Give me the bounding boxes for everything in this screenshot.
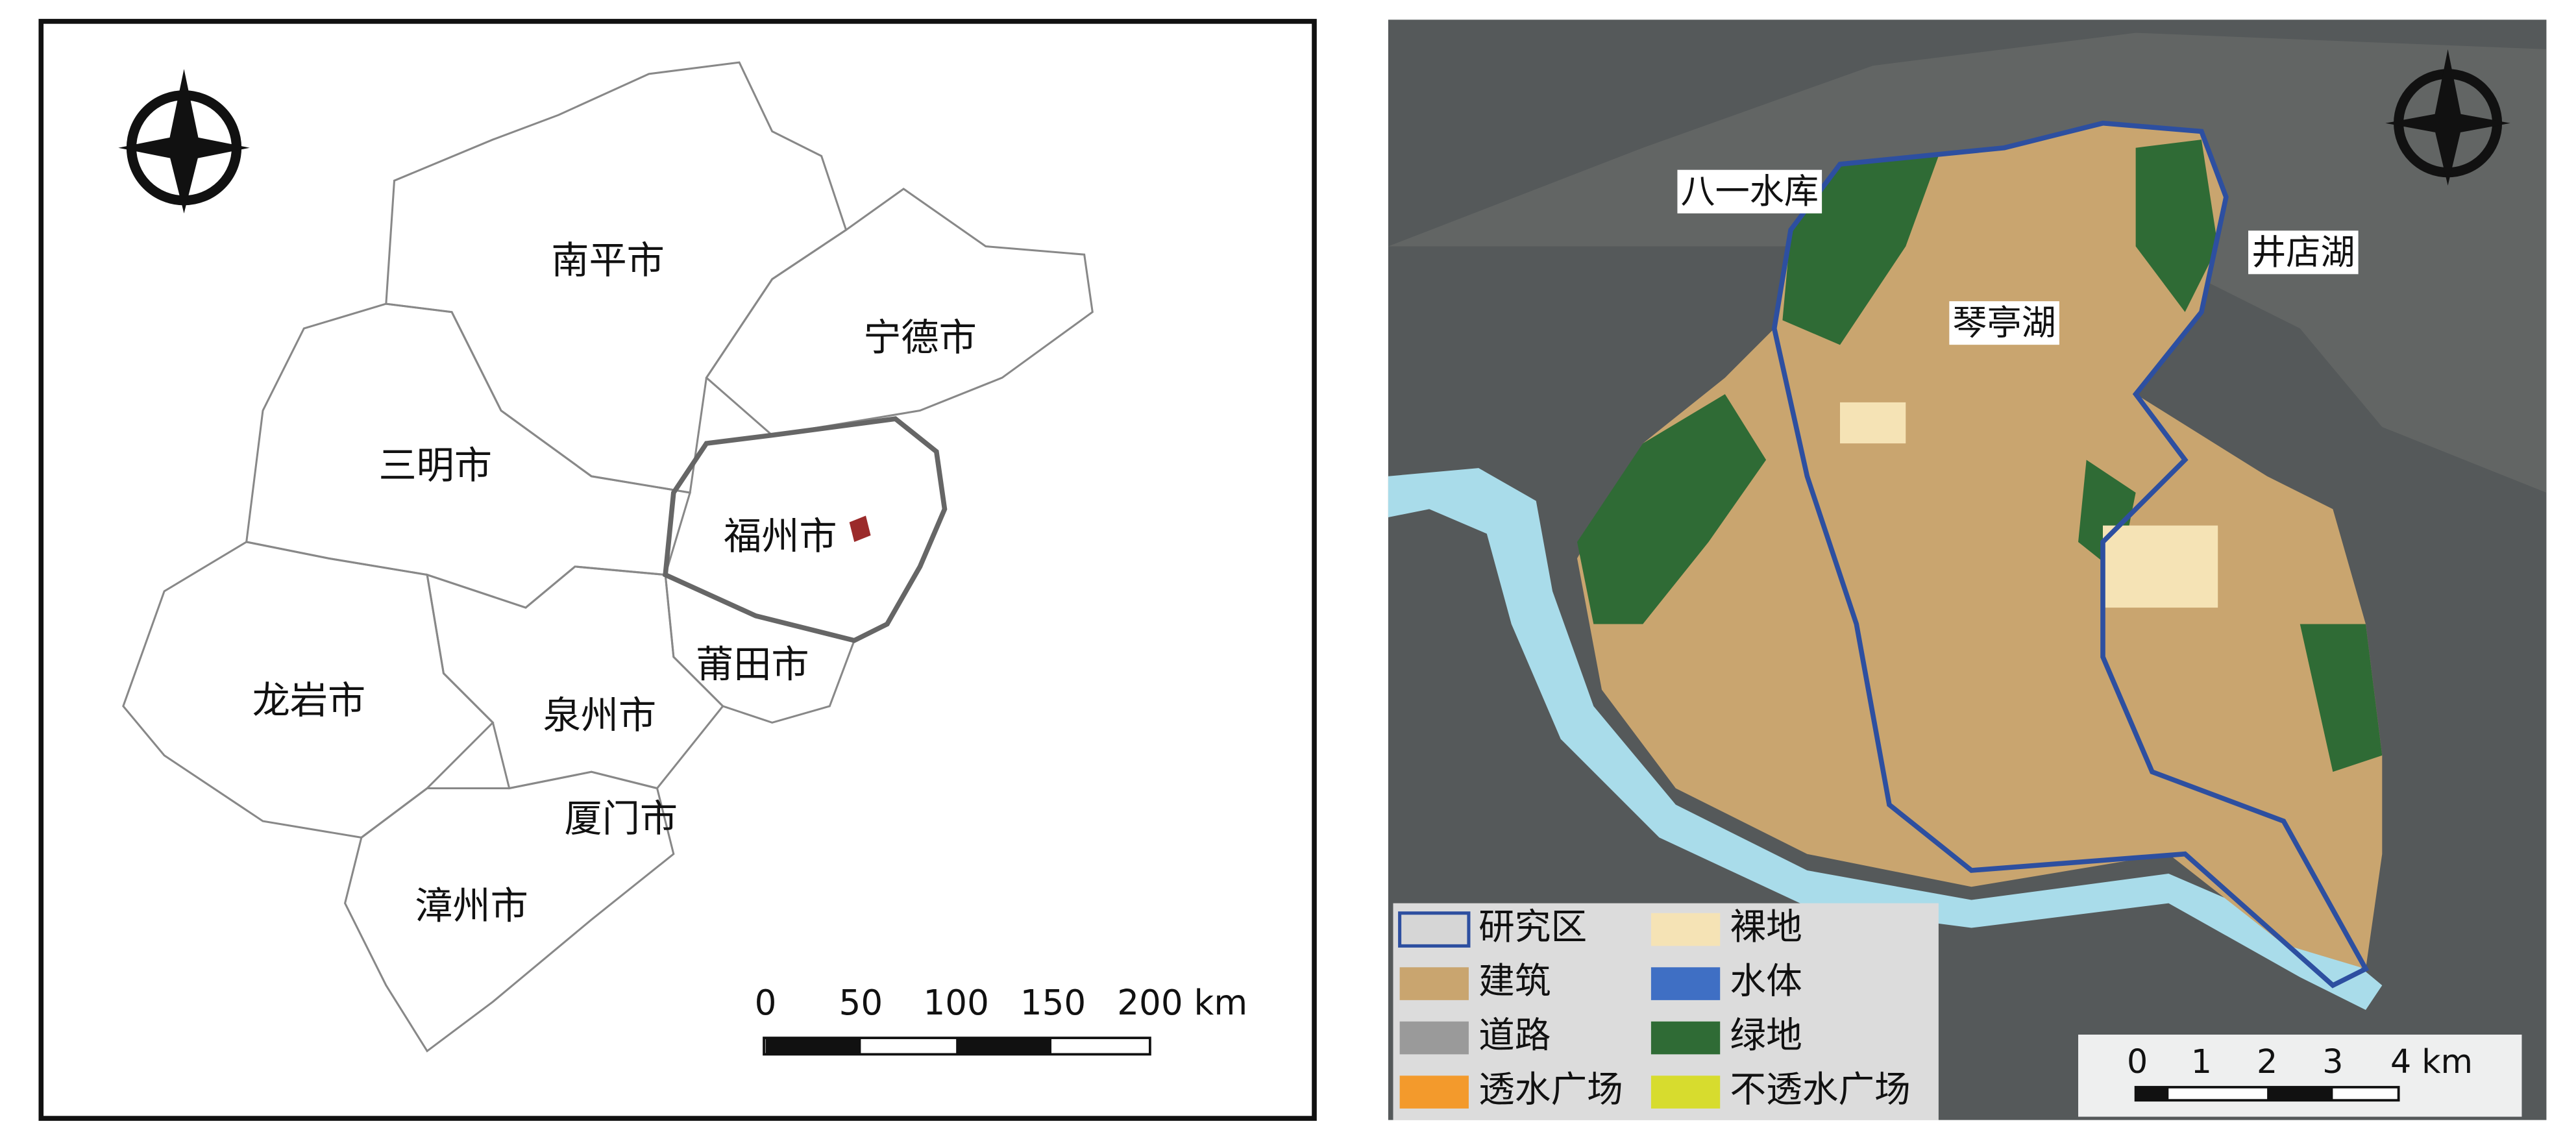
legend-label: 研究区 [1478,906,1587,948]
lake-label-bg [1949,301,2059,345]
scale-label: 200 km [1117,983,1247,1023]
lake-label-bg [1677,169,1822,214]
scale-segment [2135,1087,2169,1101]
legend-swatch [1398,911,1471,948]
scale-label: 150 [1020,983,1086,1023]
zhangzhou [343,770,675,1053]
scale-label: 100 [923,983,988,1023]
city-label: 莆田市 [696,642,809,686]
green-patches [1577,140,2383,772]
city-label: 宁德市 [863,315,977,360]
legend-swatch [1399,1021,1469,1055]
fuzhou-outline [663,416,948,643]
lake-label-bg [2248,230,2359,275]
study-area-marker [849,515,871,542]
scale-label: 0 [2127,1042,2148,1081]
scale-label: 4 km [2390,1042,2473,1081]
left-frame [38,19,1317,1121]
legend-label: 建筑 [1478,961,1551,1003]
north-arrow [2385,49,2510,186]
legend-swatch [1399,1075,1469,1109]
legend-label: 绿地 [1730,1014,1802,1057]
legend-label: 裸地 [1730,906,1802,948]
city-label: 泉州市 [543,693,657,737]
scale-segment [765,1038,861,1055]
terrain [1388,32,2547,493]
lake-label: 琴亭湖 [1952,303,2055,343]
legend-swatch [1650,1075,1721,1109]
city-label: 福州市 [724,514,837,558]
river [1388,468,2383,1011]
city-label: 厦门市 [565,796,678,841]
scale-label: 3 [2322,1042,2343,1081]
lake-label: 八一水库 [1681,171,1819,212]
legend-label: 不透水广场 [1730,1069,1910,1111]
legend-label: 水体 [1730,961,1802,1003]
legend-label: 透水广场 [1478,1069,1623,1111]
region-outlines [122,61,1094,1053]
legend-swatch [1399,967,1469,1000]
scale-label: 0 [755,983,777,1023]
legend-swatch [1650,913,1721,946]
scale-label: 2 [2257,1042,2277,1081]
bare-patches [1840,402,2218,608]
city-label: 龙岩市 [252,678,366,722]
study-boundary [1771,120,2370,989]
scale-box [2078,1035,2522,1117]
scale-label: 50 [839,983,883,1023]
scale-segment [956,1038,1051,1055]
north-arrow [118,69,250,214]
quanzhou [426,565,724,790]
legend-label: 道路 [1478,1014,1551,1057]
city-label: 南平市 [551,238,665,282]
scale-label: 1 [2191,1042,2212,1081]
city-label: 三明市 [378,443,492,487]
legend-swatch [1650,967,1721,1000]
scale-segment [2267,1087,2333,1101]
legend-swatch [1650,1021,1721,1055]
ningde [705,188,1094,437]
city-label: 漳州市 [415,883,528,928]
lake-label: 井店湖 [2251,232,2355,273]
